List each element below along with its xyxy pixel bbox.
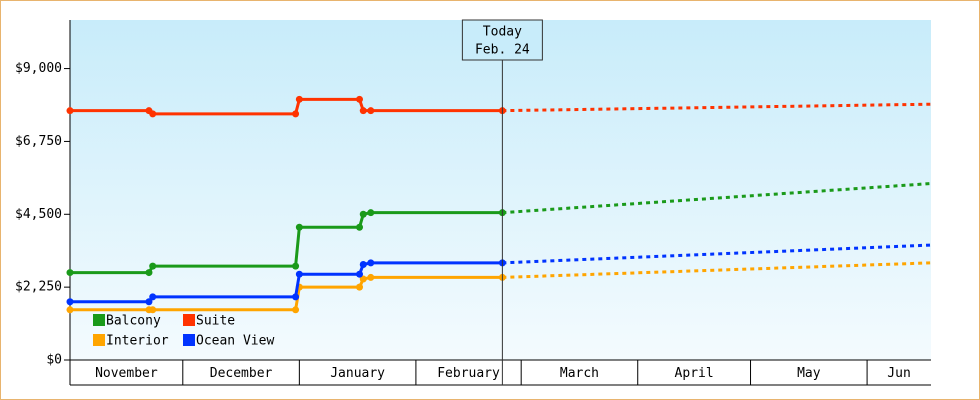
x-tick-label: November (95, 366, 158, 381)
point (149, 110, 157, 118)
point (367, 107, 375, 115)
point (367, 273, 375, 281)
point (367, 259, 375, 267)
point (359, 275, 367, 283)
today-box (461, 19, 543, 61)
point (292, 293, 300, 301)
legend-swatch (183, 334, 195, 346)
point (292, 110, 300, 118)
point (66, 269, 74, 277)
point (356, 223, 364, 231)
today-title: Today (483, 25, 522, 40)
y-tick-label: $0 (46, 353, 62, 368)
y-tick-label: $6,750 (15, 134, 62, 149)
plot-area (70, 20, 931, 360)
x-tick-label: March (560, 366, 599, 381)
x-tick-label: May (797, 366, 821, 381)
legend-label: Balcony (106, 314, 161, 329)
x-tick-label: January (330, 366, 385, 381)
point (295, 270, 303, 278)
point (292, 306, 300, 314)
point (66, 107, 74, 115)
point (145, 269, 153, 277)
point (66, 298, 74, 306)
point (356, 270, 364, 278)
legend-swatch (93, 314, 105, 326)
point (295, 223, 303, 231)
point (149, 306, 157, 314)
y-tick-label: $4,500 (15, 207, 62, 222)
point (359, 260, 367, 268)
point (356, 283, 364, 291)
legend-label: Interior (106, 334, 169, 349)
y-tick-label: $2,250 (15, 280, 62, 295)
x-tick-label: December (210, 366, 273, 381)
point (292, 262, 300, 270)
x-tick-label: Jun (887, 366, 910, 381)
point (367, 209, 375, 217)
point (295, 95, 303, 103)
point (149, 293, 157, 301)
point (66, 306, 74, 314)
y-tick-label: $9,000 (15, 61, 62, 76)
x-tick-label: April (675, 366, 714, 381)
legend-label: Ocean View (196, 334, 274, 349)
point (356, 95, 364, 103)
point (359, 107, 367, 115)
legend-swatch (183, 314, 195, 326)
legend-swatch (93, 334, 105, 346)
today-date: Feb. 24 (475, 43, 530, 58)
legend-label: Suite (196, 314, 235, 329)
x-tick-label: February (437, 366, 500, 381)
point (145, 298, 153, 306)
point (149, 262, 157, 270)
point (359, 210, 367, 218)
